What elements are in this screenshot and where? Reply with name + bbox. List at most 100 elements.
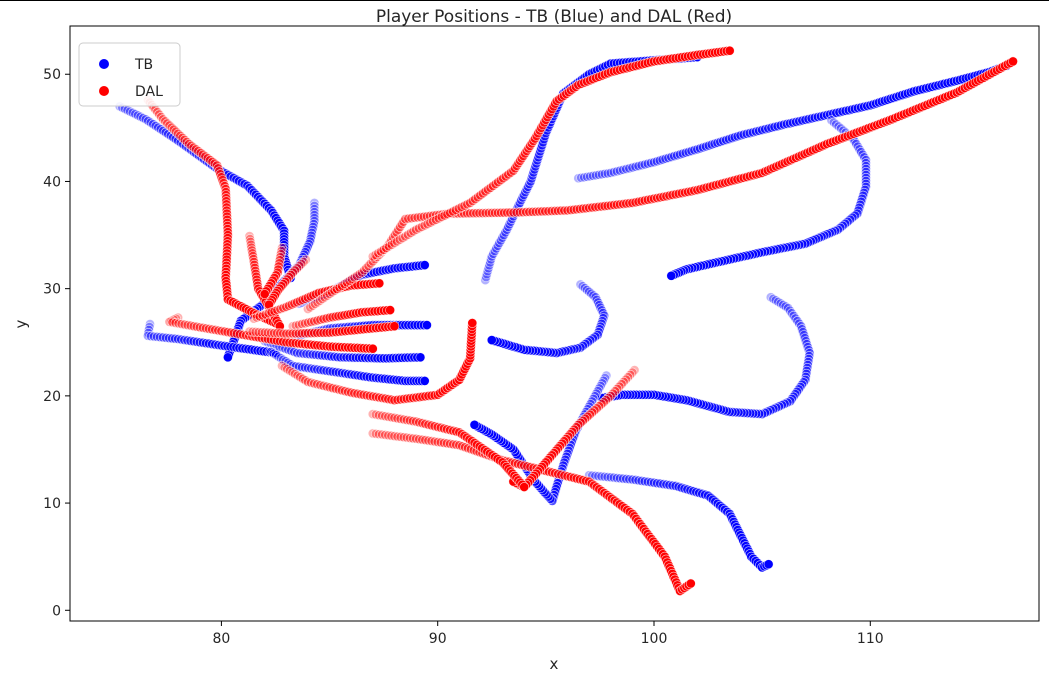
point-dal-10 xyxy=(431,214,441,225)
point-dal-8 xyxy=(467,318,478,328)
legend: TB DAL xyxy=(78,42,181,107)
point-tb-8 xyxy=(608,167,619,177)
point-dal-13 xyxy=(367,409,378,419)
point-dal-8 xyxy=(279,362,290,373)
point-tb-13 xyxy=(639,476,650,487)
point-dal-10 xyxy=(400,231,411,242)
point-dal-11 xyxy=(420,435,431,445)
point-tb-8 xyxy=(633,161,644,171)
point-dal-13 xyxy=(398,414,409,425)
point-dal-8 xyxy=(318,380,329,391)
point-dal-6 xyxy=(303,317,313,328)
point-dal-4 xyxy=(191,321,202,332)
point-tb-12 xyxy=(591,388,602,399)
point-dal-10 xyxy=(462,199,473,210)
point-tb-12 xyxy=(594,383,605,394)
point-dal-13 xyxy=(374,410,384,421)
point-dal-8 xyxy=(302,376,313,387)
y-tick-label: 50 xyxy=(43,67,61,83)
point-dal-6 xyxy=(300,318,310,329)
point-dal-10 xyxy=(436,212,447,222)
point-tb-7 xyxy=(489,246,500,256)
point-dal-10 xyxy=(465,197,475,208)
point-dal-13 xyxy=(370,409,381,420)
point-tb-7 xyxy=(498,230,509,240)
point-tb-10 xyxy=(598,307,608,318)
point-tb-9 xyxy=(853,141,863,152)
point-tb-12 xyxy=(590,391,600,402)
point-tb-0 xyxy=(125,106,136,117)
point-dal-10 xyxy=(389,238,400,248)
point-dal-13 xyxy=(519,482,530,492)
point-dal-8 xyxy=(333,384,344,395)
point-dal-6 xyxy=(385,305,395,315)
point-tb-0 xyxy=(130,109,141,119)
y-axis-label: y xyxy=(12,319,30,328)
point-dal-8 xyxy=(289,368,300,379)
point-dal-8 xyxy=(312,379,323,390)
point-dal-10 xyxy=(392,236,402,247)
point-dal-2 xyxy=(277,242,287,253)
y-tick-label: 10 xyxy=(43,496,61,512)
point-tb-7 xyxy=(503,222,514,232)
point-tb-8 xyxy=(605,167,616,178)
point-tb-8 xyxy=(602,168,613,179)
point-tb-11 xyxy=(790,313,801,324)
point-tb-10 xyxy=(594,300,605,310)
point-tb-11 xyxy=(785,305,795,316)
point-dal-9 xyxy=(1008,56,1018,67)
point-tb-8 xyxy=(615,165,625,176)
point-tb-7 xyxy=(495,235,506,246)
legend-label-tb: TB xyxy=(134,57,153,73)
point-dal-8 xyxy=(277,360,287,371)
point-tb-11 xyxy=(786,308,797,319)
point-dal-13 xyxy=(377,410,387,421)
point-dal-13 xyxy=(395,413,406,424)
point-dal-13 xyxy=(404,415,415,426)
point-dal-11 xyxy=(438,437,449,448)
point-tb-9 xyxy=(666,270,677,281)
point-tb-7 xyxy=(497,232,508,243)
point-tb-7 xyxy=(492,240,503,251)
point-dal-10 xyxy=(459,200,470,211)
top-border xyxy=(0,0,1049,1)
point-dal-8 xyxy=(327,383,338,393)
point-dal-10 xyxy=(453,203,464,214)
point-dal-10 xyxy=(367,251,378,262)
point-dal-10 xyxy=(386,239,397,250)
point-dal-11 xyxy=(426,436,437,446)
point-tb-0 xyxy=(127,107,138,118)
point-tb-9 xyxy=(857,149,868,160)
y-tick-label: 30 xyxy=(43,282,61,298)
point-dal-7 xyxy=(389,321,400,332)
point-dal-10 xyxy=(405,228,416,238)
ticks-layer: 80 90 100 110 0 10 20 30 40 50 xyxy=(43,67,883,647)
point-dal-8 xyxy=(284,365,295,376)
point-tb-8 xyxy=(636,160,647,171)
point-tb-0 xyxy=(135,111,146,122)
point-dal-10 xyxy=(411,224,421,235)
legend-label-dal: DAL xyxy=(135,84,163,100)
point-tb-7 xyxy=(494,238,505,248)
point-tb-7 xyxy=(486,251,497,262)
point-dal-11 xyxy=(685,578,696,589)
point-dal-13 xyxy=(392,413,403,424)
point-dal-10 xyxy=(397,233,408,243)
point-dal-8 xyxy=(300,375,311,386)
point-dal-11 xyxy=(423,435,434,446)
point-dal-8 xyxy=(330,383,341,394)
point-tb-8 xyxy=(639,159,650,170)
point-dal-13 xyxy=(389,412,400,423)
point-tb-13 xyxy=(633,475,644,486)
point-tb-12 xyxy=(598,375,609,386)
point-dal-11 xyxy=(435,437,446,448)
point-tb-8 xyxy=(612,166,622,177)
legend-marker-dal xyxy=(99,86,109,96)
point-dal-10 xyxy=(416,221,427,232)
point-tb-9 xyxy=(856,147,866,157)
point-dal-11 xyxy=(429,436,440,447)
x-tick-label: 90 xyxy=(429,631,447,647)
point-dal-9 xyxy=(393,224,404,235)
point-tb-11 xyxy=(792,316,803,326)
